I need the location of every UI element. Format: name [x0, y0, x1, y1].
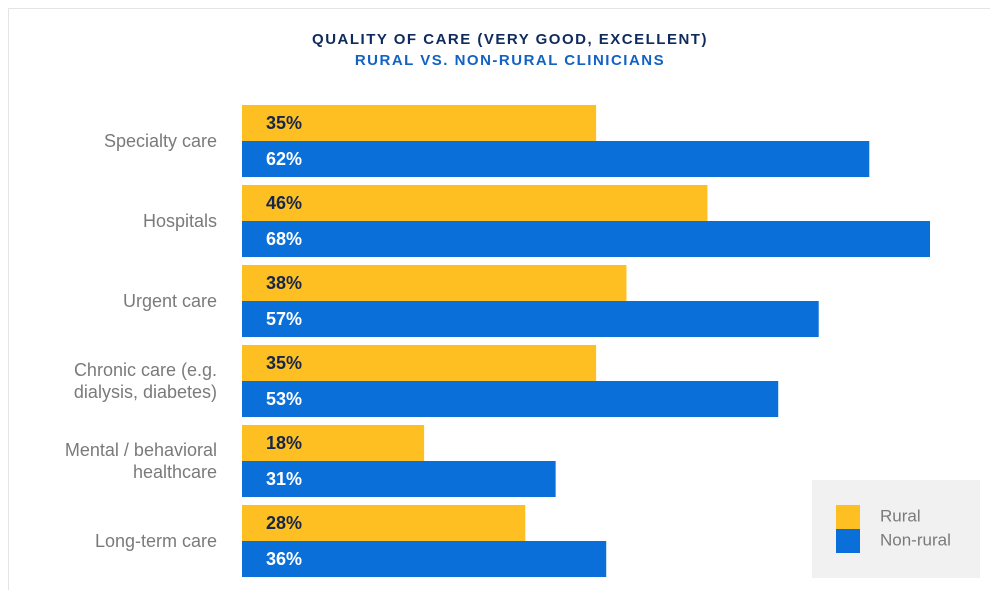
value-label: 18% [266, 433, 302, 453]
bar [242, 381, 779, 417]
value-label: 46% [266, 193, 302, 213]
bar [242, 221, 930, 257]
value-label: 62% [266, 149, 302, 169]
bar [242, 141, 870, 177]
bar [242, 105, 597, 141]
value-label: 68% [266, 229, 302, 249]
bar [242, 345, 597, 381]
bar [242, 265, 627, 301]
bar [242, 185, 708, 221]
chart-title: QUALITY OF CARE (VERY GOOD, EXCELLENT) [312, 31, 708, 48]
frame [8, 8, 990, 590]
value-label: 35% [266, 353, 302, 373]
bar [242, 425, 425, 461]
bar [242, 301, 819, 337]
legend-swatch [836, 529, 860, 553]
value-label: 28% [266, 513, 302, 533]
value-label: 31% [266, 469, 302, 489]
category-label: Chronic care (e.g. dialysis, diabetes) [73, 360, 217, 402]
value-label: 35% [266, 113, 302, 133]
category-label: Urgent care [122, 291, 217, 311]
chart-subtitle: RURAL VS. NON-RURAL CLINICIANS [355, 52, 665, 69]
bar [242, 461, 556, 497]
legend-swatch [836, 505, 860, 529]
bar [242, 505, 526, 541]
legend-label: Non-rural [880, 530, 951, 549]
category-label: Hospitals [142, 211, 217, 231]
value-label: 36% [266, 549, 302, 569]
value-label: 38% [266, 273, 302, 293]
value-label: 53% [266, 389, 302, 409]
legend-label: Rural [880, 506, 921, 525]
value-label: 57% [266, 309, 302, 329]
category-label: Long-term care [94, 531, 217, 551]
category-label: Specialty care [103, 131, 217, 151]
category-label: Mental / behavioral healthcare [64, 440, 217, 482]
bar [242, 541, 607, 577]
